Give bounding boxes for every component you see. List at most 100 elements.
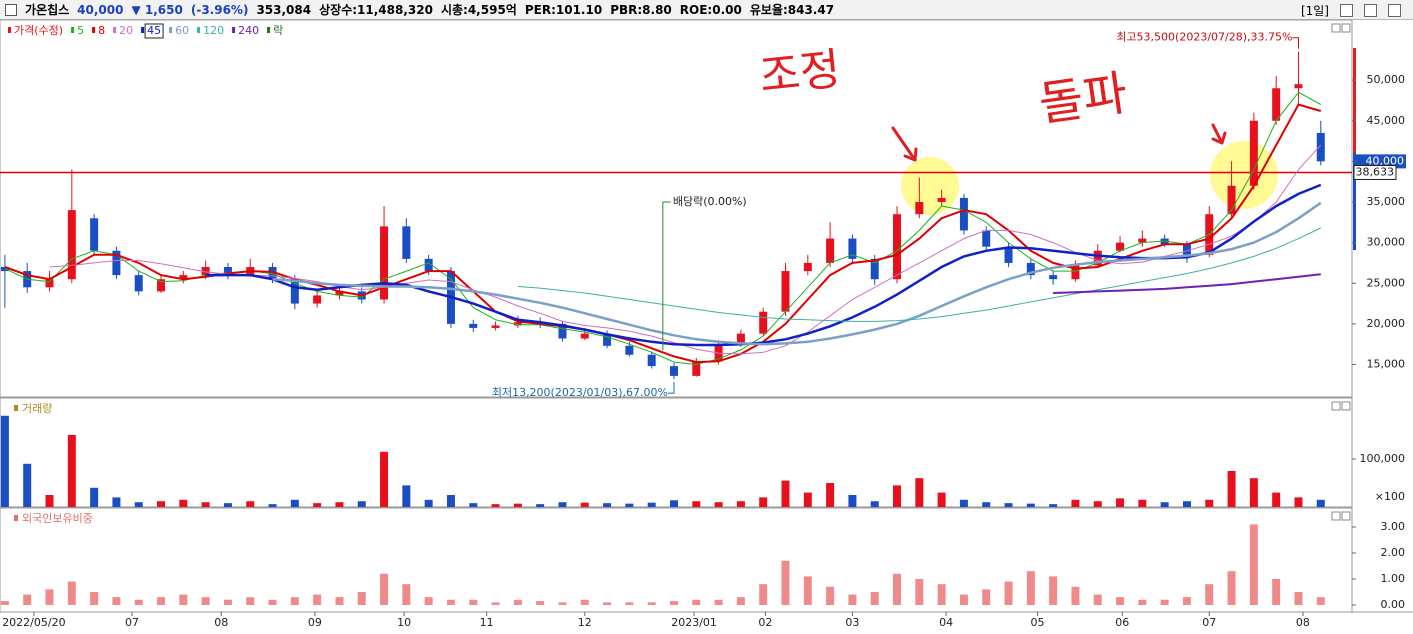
candle-body <box>692 361 701 376</box>
bar <box>625 503 634 507</box>
panel-buttons <box>1331 23 1351 521</box>
bar <box>781 560 790 605</box>
y-tick-label: 100,000 <box>1360 452 1406 465</box>
candle-body <box>45 279 54 288</box>
candle-body <box>915 202 924 215</box>
legend-label: 8 <box>98 24 105 37</box>
bar <box>848 594 857 605</box>
hand-note: 조정 <box>757 44 843 103</box>
bar <box>446 494 455 507</box>
y-tick-label: 35,000 <box>1367 195 1406 208</box>
candle-body <box>1227 185 1236 215</box>
bar <box>402 485 411 507</box>
x-tick-label: 10 <box>397 616 411 629</box>
bar <box>290 597 299 605</box>
bar <box>1294 591 1303 605</box>
bar <box>380 451 389 507</box>
candle-body <box>112 250 121 276</box>
panel-button[interactable] <box>1331 511 1341 521</box>
bar <box>1316 597 1325 605</box>
bar <box>580 502 589 507</box>
bar <box>669 500 678 507</box>
bar <box>625 602 634 605</box>
bar <box>1272 492 1281 507</box>
candle-body <box>424 258 433 272</box>
bar <box>67 434 76 507</box>
bar <box>893 485 902 507</box>
bar <box>1004 503 1013 507</box>
period[interactable]: [1일] <box>1300 4 1329 18</box>
candle-body <box>803 262 812 272</box>
candle-body <box>402 226 411 259</box>
candle-body <box>1004 246 1013 263</box>
legend-label: 60 <box>175 24 189 37</box>
candle-body <box>937 197 946 202</box>
bar <box>982 502 991 507</box>
legend-label: 가격(수정) <box>14 24 63 37</box>
bar <box>848 494 857 507</box>
candle-body <box>67 210 76 280</box>
bar <box>1004 581 1013 605</box>
price-plot <box>0 37 1352 605</box>
legend-swatch <box>197 27 201 33</box>
candle-body <box>1138 238 1147 243</box>
ma-line <box>205 183 1322 347</box>
candle-body <box>90 218 99 251</box>
x-tick-label: 08 <box>214 616 228 629</box>
x-tick-label: 12 <box>578 616 592 629</box>
bar <box>223 503 232 507</box>
panel-button[interactable] <box>1341 511 1351 521</box>
x-tick-label: 2022/05/20 <box>2 616 65 629</box>
foreign-panel <box>0 507 1353 613</box>
bar <box>246 597 255 605</box>
price: 40,000 <box>77 2 124 17</box>
minimize-button[interactable] <box>1340 4 1353 17</box>
bar <box>647 502 656 507</box>
candle-body <box>848 238 857 259</box>
change-pct: (-3.96%) <box>190 2 249 17</box>
x-tick-label: 04 <box>939 616 953 629</box>
bar <box>112 597 121 605</box>
bar <box>692 599 701 605</box>
close-button[interactable] <box>1388 4 1401 17</box>
bar <box>959 499 968 507</box>
bar <box>157 501 166 507</box>
bar <box>558 602 567 605</box>
bar <box>647 602 656 605</box>
annotation: 최고53,500(2023/07/28),33.75% <box>1116 31 1292 44</box>
bar <box>67 581 76 605</box>
bar <box>1272 578 1281 605</box>
bar <box>603 503 612 507</box>
bar <box>915 578 924 605</box>
bar <box>826 586 835 605</box>
pbr: PBR:8.80 <box>610 2 672 17</box>
bar <box>714 599 723 605</box>
annotation-arrow <box>667 382 675 394</box>
maximize-button[interactable] <box>1364 4 1377 17</box>
bar <box>1049 504 1058 507</box>
candle-body <box>959 197 968 231</box>
annotation-arrow <box>1292 37 1299 49</box>
bar <box>759 584 768 605</box>
bar <box>1249 478 1258 507</box>
candle-body <box>491 325 500 328</box>
bar <box>1116 597 1125 605</box>
panel-button[interactable] <box>1341 401 1351 411</box>
per: PER:101.10 <box>524 2 603 17</box>
bar <box>268 504 277 507</box>
bar <box>1205 584 1214 605</box>
candle-body <box>893 214 902 280</box>
candle-body <box>580 333 589 339</box>
bar <box>1227 571 1236 605</box>
panel-button[interactable] <box>1331 401 1341 411</box>
panel-button[interactable] <box>1331 23 1341 33</box>
arrow <box>891 126 918 162</box>
candle-body <box>1294 84 1303 89</box>
candle-body <box>647 354 656 367</box>
candle-body <box>290 279 299 304</box>
checkbox[interactable] <box>5 3 17 16</box>
bar <box>736 501 745 507</box>
panel-button[interactable] <box>1341 23 1351 33</box>
bar <box>201 502 210 507</box>
